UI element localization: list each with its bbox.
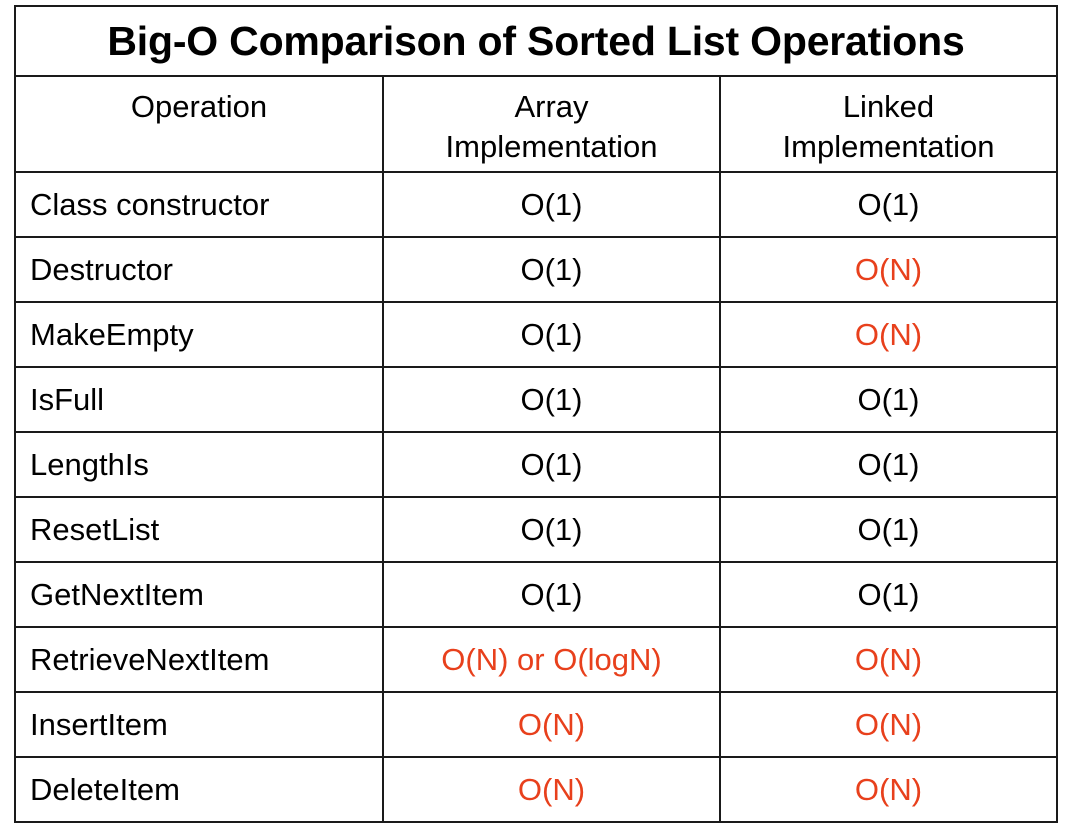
linked-complexity-cell: O(N) — [719, 626, 1058, 693]
operation-cell: RetrieveNextItem — [14, 626, 384, 693]
table-row: DeleteItem O(N) O(N) — [14, 756, 1058, 823]
table-row: RetrieveNextItem O(N) or O(logN) O(N) — [14, 626, 1058, 693]
array-complexity-cell: O(1) — [382, 431, 721, 498]
header-array-line2: Implementation — [445, 129, 658, 164]
operation-cell: Destructor — [14, 236, 384, 303]
operation-cell: ResetList — [14, 496, 384, 563]
operation-cell: MakeEmpty — [14, 301, 384, 368]
array-complexity-cell: O(1) — [382, 496, 721, 563]
operation-cell: GetNextItem — [14, 561, 384, 628]
linked-complexity-cell: O(N) — [719, 236, 1058, 303]
header-linked-line1: Linked — [842, 89, 935, 124]
linked-complexity-cell: O(N) — [719, 756, 1058, 823]
array-complexity-cell: O(N) or O(logN) — [382, 626, 721, 693]
table-row: LengthIs O(1) O(1) — [14, 431, 1058, 498]
operation-cell: LengthIs — [14, 431, 384, 498]
header-operation: Operation — [14, 75, 384, 173]
table-row: ResetList O(1) O(1) — [14, 496, 1058, 563]
operation-cell: IsFull — [14, 366, 384, 433]
linked-complexity-cell: O(1) — [719, 431, 1058, 498]
linked-complexity-cell: O(1) — [719, 366, 1058, 433]
array-complexity-cell: O(N) — [382, 756, 721, 823]
array-complexity-cell: O(1) — [382, 236, 721, 303]
operation-cell: DeleteItem — [14, 756, 384, 823]
header-linked-line2: Implementation — [782, 129, 995, 164]
table-row: InsertItem O(N) O(N) — [14, 691, 1058, 758]
table-row: GetNextItem O(1) O(1) — [14, 561, 1058, 628]
linked-complexity-cell: O(N) — [719, 691, 1058, 758]
header-linked-implementation: Linked Implementation — [719, 75, 1058, 173]
header-operation-label: Operation — [130, 89, 268, 124]
big-o-comparison-table: Big-O Comparison of Sorted List Operatio… — [14, 5, 1058, 823]
operation-cell: InsertItem — [14, 691, 384, 758]
array-complexity-cell: O(1) — [382, 561, 721, 628]
linked-complexity-cell: O(N) — [719, 301, 1058, 368]
linked-complexity-cell: O(1) — [719, 171, 1058, 238]
header-array-line1: Array — [514, 89, 589, 124]
array-complexity-cell: O(1) — [382, 366, 721, 433]
header-array-implementation: Array Implementation — [382, 75, 721, 173]
array-complexity-cell: O(1) — [382, 171, 721, 238]
operation-cell: Class constructor — [14, 171, 384, 238]
table-title: Big-O Comparison of Sorted List Operatio… — [14, 5, 1058, 77]
array-complexity-cell: O(N) — [382, 691, 721, 758]
table-row: Destructor O(1) O(N) — [14, 236, 1058, 303]
table-row: IsFull O(1) O(1) — [14, 366, 1058, 433]
linked-complexity-cell: O(1) — [719, 561, 1058, 628]
linked-complexity-cell: O(1) — [719, 496, 1058, 563]
table-row: Class constructor O(1) O(1) — [14, 171, 1058, 238]
array-complexity-cell: O(1) — [382, 301, 721, 368]
table-row: MakeEmpty O(1) O(N) — [14, 301, 1058, 368]
